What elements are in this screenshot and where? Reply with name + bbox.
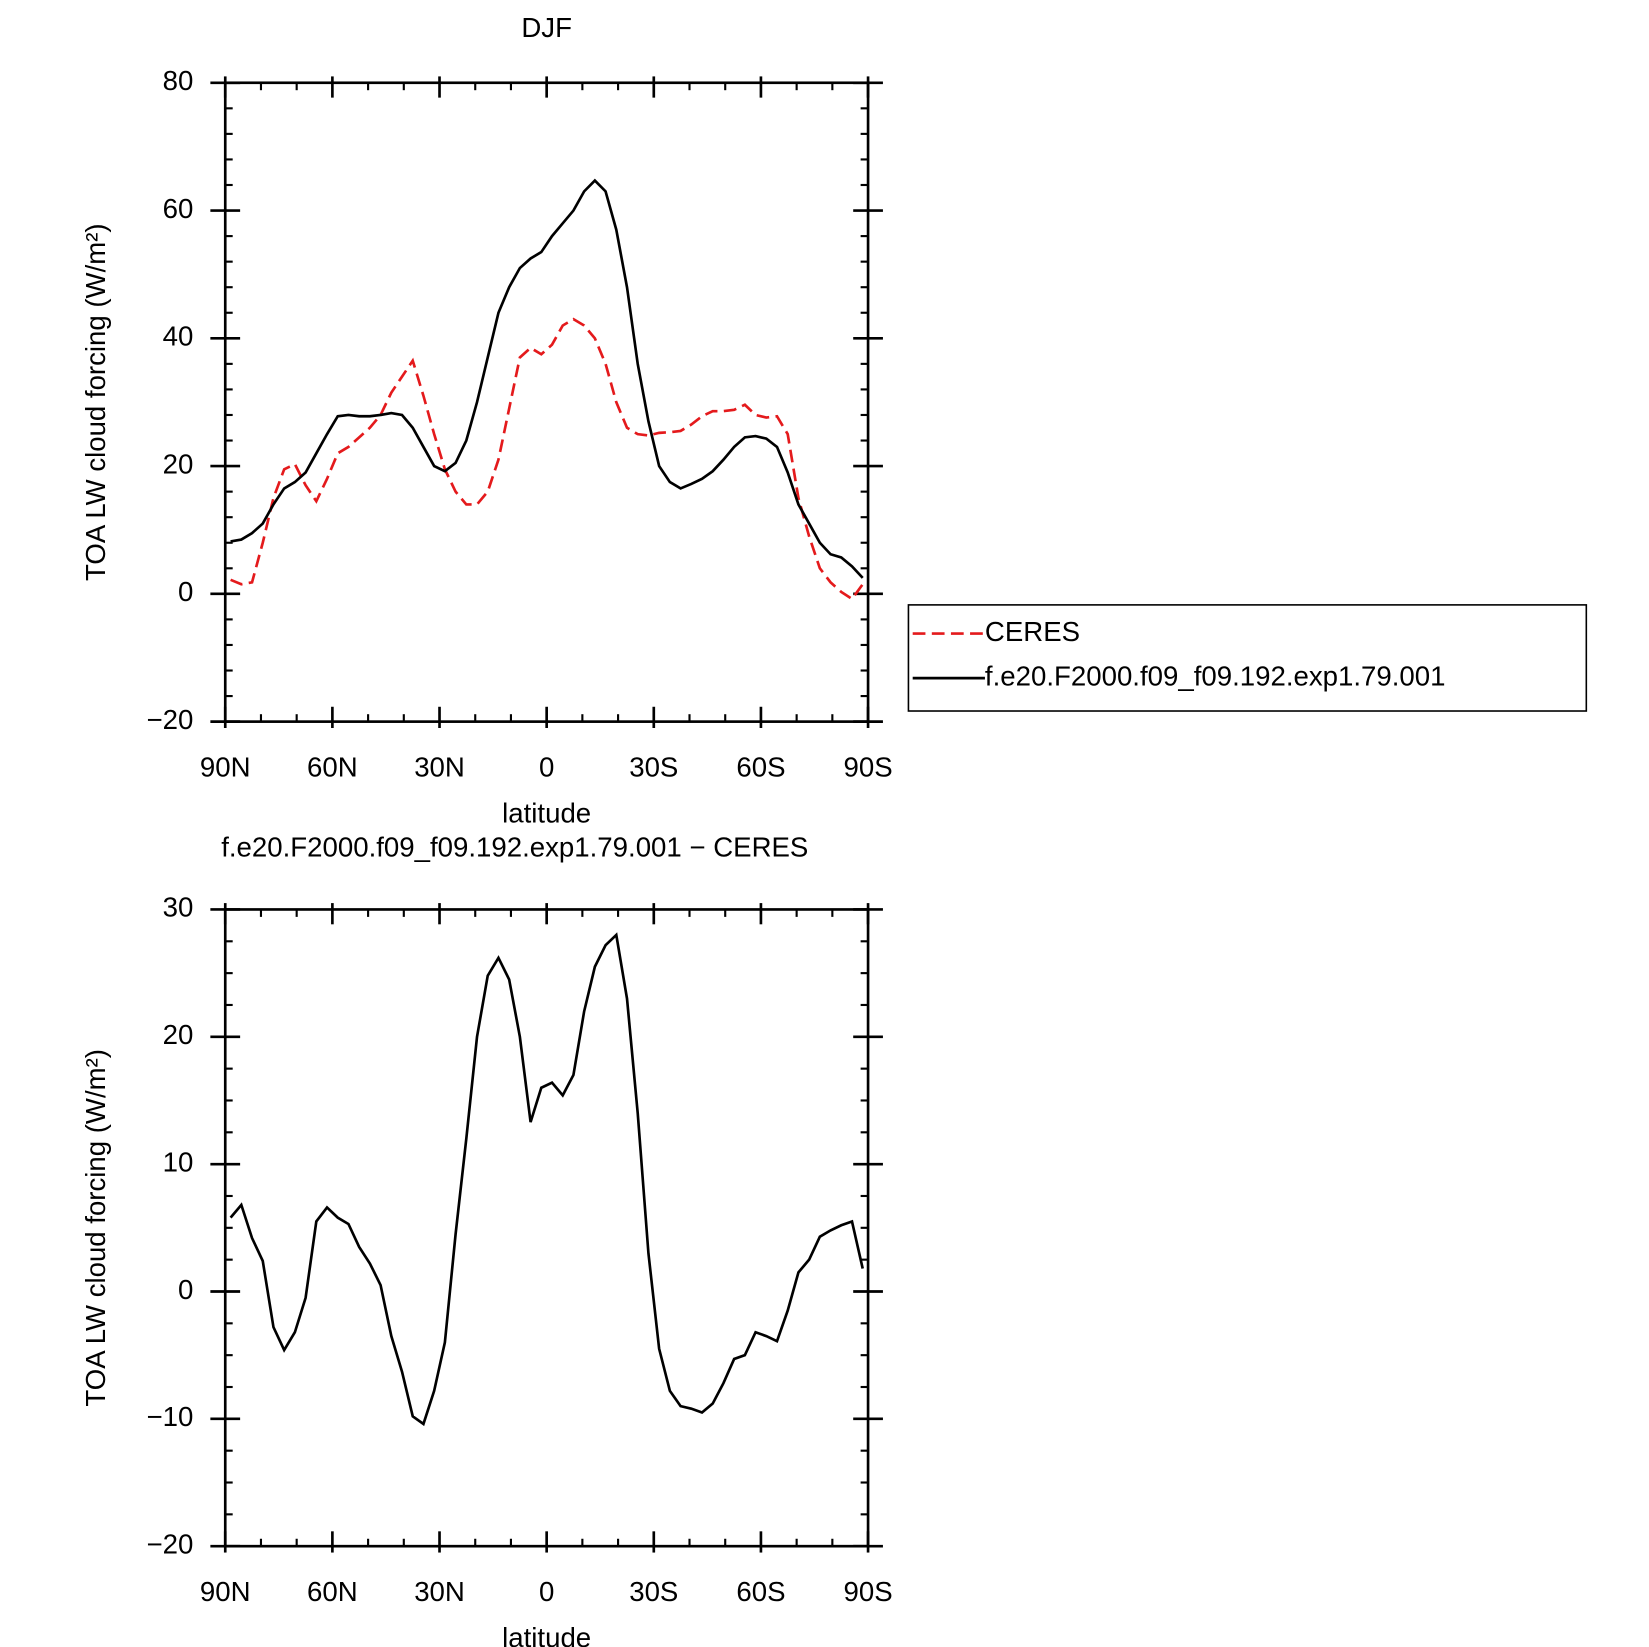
y-axis-label: TOA LW cloud forcing (W/m²) [80,1049,111,1407]
x-axis-label: latitude [502,1622,591,1647]
legend-label: CERES [985,616,1080,647]
legend-box [907,604,1588,712]
x-tick-label: 0 [539,752,554,783]
y-tick-label: 80 [163,65,194,96]
x-tick-label: 60N [307,752,358,783]
data-line [230,178,864,579]
x-tick-label: 30N [414,1576,465,1607]
data-line [229,932,865,1427]
data-line [230,317,864,601]
plot-frame [223,908,870,1548]
y-tick-label: 10 [163,1146,194,1177]
y-tick-label: −20 [147,1528,194,1559]
x-tick-label: 30N [414,752,465,783]
x-axis-label: latitude [502,797,591,828]
x-tick-label: 90N [200,752,251,783]
x-tick-label: 0 [539,1576,554,1607]
y-axis-label: TOA LW cloud forcing (W/m²) [80,223,111,581]
y-tick-label: 30 [163,892,194,923]
x-tick-label: 60S [736,1576,785,1607]
x-tick-label: 60N [307,1576,358,1607]
y-tick-label: 0 [178,1274,193,1305]
x-tick-label: 90S [843,1576,892,1607]
y-tick-label: −20 [147,704,194,735]
y-tick-label: 20 [163,448,194,479]
legend-label: f.e20.F2000.f09_f09.192.exp1.79.001 [985,660,1446,691]
y-tick-label: 40 [163,321,194,352]
plot-frame [223,81,870,723]
y-tick-label: −10 [147,1401,194,1432]
x-tick-label: 90N [200,1576,251,1607]
x-tick-label: 30S [629,1576,678,1607]
x-tick-label: 60S [736,752,785,783]
x-tick-label: 30S [629,752,678,783]
chart-title: f.e20.F2000.f09_f09.192.exp1.79.001 − CE… [221,831,808,862]
y-tick-label: 20 [163,1019,194,1050]
x-tick-label: 90S [843,752,892,783]
chart-title: DJF [521,12,572,43]
y-tick-label: 0 [178,576,193,607]
y-tick-label: 60 [163,193,194,224]
